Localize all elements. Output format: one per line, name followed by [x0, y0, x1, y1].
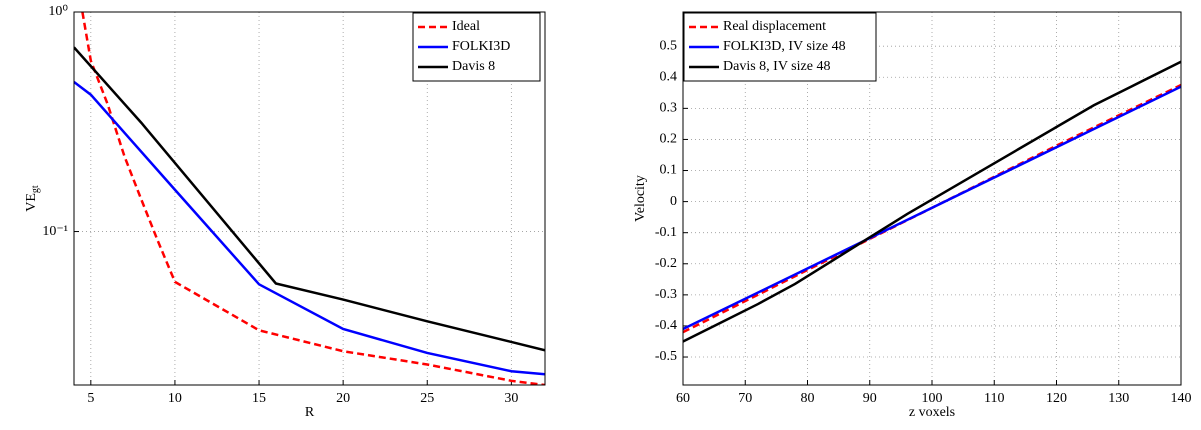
x-tick-label: 5 — [87, 391, 94, 406]
y-tick-label: 0.2 — [660, 132, 678, 147]
line — [74, 46, 545, 352]
line — [74, 80, 545, 376]
line — [683, 60, 1181, 343]
y-tick-label: 10⁻¹ — [42, 224, 68, 239]
x-tick-label: 30 — [504, 391, 518, 406]
x-tick-label: 20 — [336, 391, 350, 406]
x-tick-label: 60 — [676, 391, 690, 406]
x-tick-label: 15 — [252, 391, 266, 406]
x-tick-label: 130 — [1108, 391, 1129, 406]
x-axis-label: z voxels — [909, 405, 955, 420]
x-tick-label: 10 — [168, 391, 182, 406]
axes-frame — [682, 11, 1182, 386]
y-tick-label: -0.3 — [655, 287, 677, 302]
y-axis-label-main: Velocity — [633, 175, 648, 222]
y-tick-label: 0.3 — [660, 101, 678, 116]
y-tick-label: 0.1 — [660, 163, 678, 178]
y-tick-label: -0.4 — [655, 318, 677, 333]
y-tick-label: 0.5 — [660, 38, 678, 53]
x-tick-label: 110 — [984, 391, 1004, 406]
y-axis-label: Velocity — [633, 175, 648, 222]
y-tick-label: -0.2 — [655, 256, 677, 271]
x-tick-label: 100 — [922, 391, 943, 406]
line — [683, 85, 1181, 331]
y-tick-label: 0 — [670, 194, 677, 209]
y-axis-label: VEgt — [24, 185, 41, 212]
x-axis-label: R — [305, 405, 315, 420]
x-tick-label: 140 — [1171, 391, 1192, 406]
legend-label: Davis 8 — [452, 59, 495, 74]
x-tick-label: 90 — [863, 391, 877, 406]
x-tick-label: 80 — [801, 391, 815, 406]
legend-label: FOLKI3D, IV size 48 — [723, 39, 846, 54]
x-tick-label: 25 — [420, 391, 434, 406]
x-tick-label: 70 — [738, 391, 752, 406]
legend-label: FOLKI3D — [452, 39, 510, 54]
y-tick-label: 0.4 — [660, 69, 678, 84]
y-tick-label: -0.1 — [655, 225, 677, 240]
y-tick-label: -0.5 — [655, 349, 677, 364]
x-tick-label: 120 — [1046, 391, 1067, 406]
legend-label: Real displacement — [723, 19, 826, 34]
y-axis-label-main: VE — [24, 193, 39, 212]
legend-label: Ideal — [452, 19, 480, 34]
axes-frame — [73, 11, 546, 386]
line — [81, 12, 545, 385]
y-axis-label-sub: gt — [30, 185, 41, 193]
y-tick-label: 10⁰ — [48, 4, 68, 19]
legend-label: Davis 8, IV size 48 — [723, 59, 830, 74]
